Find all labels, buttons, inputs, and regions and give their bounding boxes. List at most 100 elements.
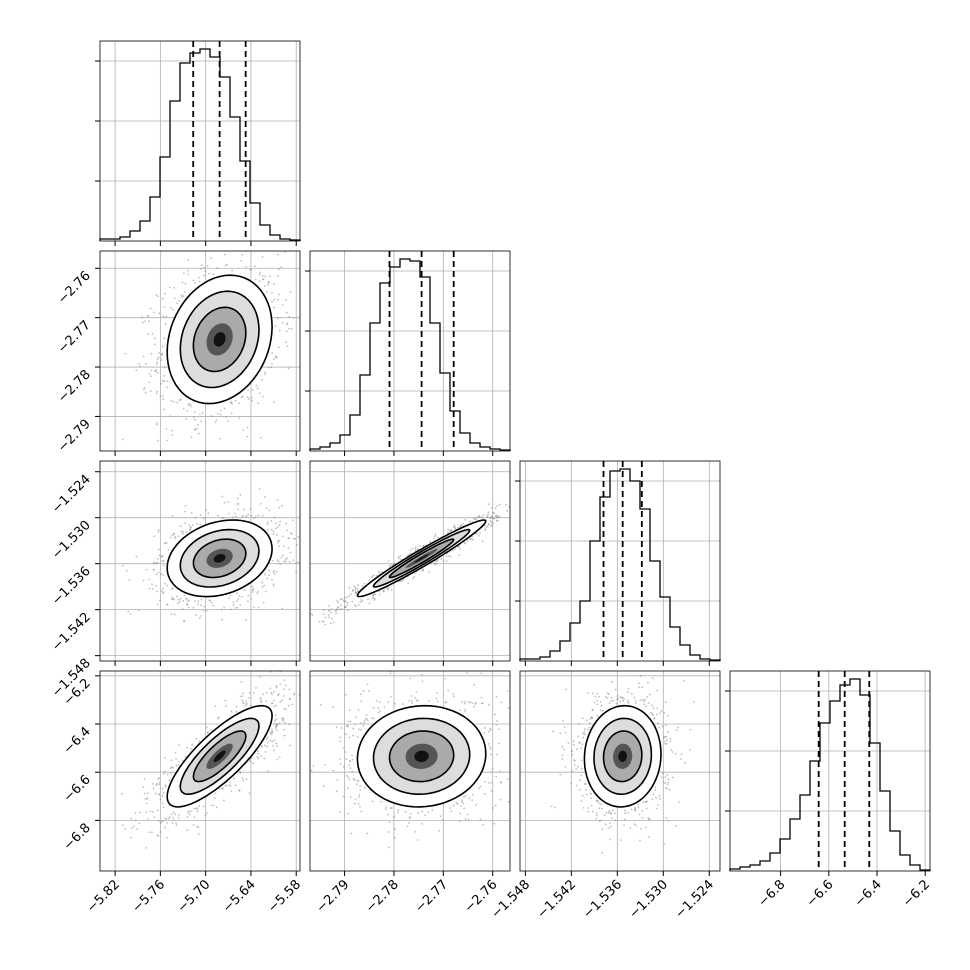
scatter-point xyxy=(197,423,199,426)
scatter-point xyxy=(414,548,417,550)
scatter-point xyxy=(271,291,273,294)
scatter-point xyxy=(626,699,629,702)
scatter-point xyxy=(216,717,219,720)
scatter-point xyxy=(151,332,154,335)
scatter-point xyxy=(480,516,483,519)
scatter-point xyxy=(163,375,166,377)
scatter-point xyxy=(166,584,169,587)
scatter-point xyxy=(253,265,256,268)
scatter-point xyxy=(272,744,274,747)
scatter-point xyxy=(362,724,365,727)
scatter-point xyxy=(276,729,279,732)
scatter-point xyxy=(172,598,174,601)
scatter-point xyxy=(273,699,275,702)
scatter-point xyxy=(245,778,248,781)
contour-line xyxy=(179,528,260,588)
scatter-point xyxy=(573,764,576,766)
scatter-point xyxy=(665,742,668,745)
scatter-point xyxy=(324,623,327,626)
scatter-point xyxy=(657,804,660,806)
scatter-point xyxy=(493,822,496,825)
scatter-point xyxy=(643,700,645,702)
scatter-point xyxy=(689,748,692,751)
scatter-point xyxy=(142,786,145,789)
scatter-point xyxy=(210,415,213,417)
scatter-point xyxy=(291,533,293,535)
scatter-point xyxy=(245,266,248,268)
pair-panel-3-0 xyxy=(100,671,300,871)
scatter-point xyxy=(160,590,163,593)
scatter-point xyxy=(434,533,437,536)
scatter-point xyxy=(378,590,381,593)
scatter-point xyxy=(591,692,594,695)
scatter-point xyxy=(149,810,152,813)
scatter-point xyxy=(378,701,381,703)
scatter-point xyxy=(287,537,290,539)
scatter-point xyxy=(590,792,593,795)
scatter-point xyxy=(387,701,390,703)
scatter-point xyxy=(368,602,371,605)
scatter-point xyxy=(491,807,494,809)
scatter-point xyxy=(166,773,169,776)
scatter-point xyxy=(371,800,374,803)
scatter-point xyxy=(212,604,214,607)
scatter-point xyxy=(575,784,578,787)
scatter-point xyxy=(183,594,186,597)
scatter-point xyxy=(162,574,165,577)
scatter-point xyxy=(270,733,273,736)
scatter-point xyxy=(655,807,658,810)
scatter-point xyxy=(596,714,599,717)
y-tick-label: −2.77 xyxy=(55,318,94,357)
scatter-point xyxy=(247,243,249,245)
scatter-point xyxy=(442,560,445,562)
scatter-point xyxy=(239,695,242,698)
scatter-point xyxy=(210,729,213,731)
scatter-point xyxy=(170,813,173,816)
scatter-point xyxy=(596,812,598,815)
scatter-point xyxy=(355,592,358,594)
scatter-point xyxy=(134,819,137,822)
scatter-point xyxy=(608,702,611,705)
scatter-point xyxy=(489,520,492,522)
scatter-point xyxy=(278,293,280,296)
scatter-point xyxy=(336,608,339,611)
scatter-point xyxy=(346,601,349,604)
scatter-point xyxy=(349,796,352,798)
scatter-point xyxy=(271,740,274,743)
scatter-point xyxy=(675,729,678,732)
scatter-point xyxy=(634,809,637,812)
scatter-point xyxy=(464,794,467,797)
scatter-point xyxy=(305,517,307,519)
scatter-point xyxy=(345,733,348,736)
scatter-point xyxy=(651,704,654,707)
scatter-point xyxy=(271,728,273,731)
scatter-point xyxy=(305,543,307,545)
scatter-point xyxy=(483,727,486,729)
scatter-point xyxy=(193,599,196,602)
contour-line xyxy=(356,519,487,598)
scatter-point xyxy=(285,311,288,314)
scatter-point xyxy=(260,701,263,704)
scatter-point xyxy=(353,585,356,588)
scatter-point xyxy=(321,620,324,623)
scatter-point xyxy=(278,506,281,509)
scatter-point xyxy=(605,695,607,698)
scatter-point xyxy=(664,724,667,727)
scatter-point xyxy=(437,558,439,561)
scatter-point xyxy=(281,607,284,610)
scatter-point xyxy=(478,534,480,537)
scatter-point xyxy=(585,719,588,722)
scatter-point xyxy=(383,706,386,709)
scatter-point xyxy=(287,704,290,707)
scatter-point xyxy=(663,843,666,845)
scatter-point xyxy=(241,698,244,701)
scatter-point xyxy=(197,432,200,435)
scatter-point xyxy=(263,573,266,576)
scatter-point xyxy=(348,595,351,598)
scatter-point xyxy=(161,592,164,595)
scatter-point xyxy=(351,590,354,592)
scatter-point xyxy=(241,253,243,256)
scatter-point xyxy=(357,709,360,711)
scatter-point xyxy=(412,577,414,580)
scatter-point xyxy=(388,821,391,824)
